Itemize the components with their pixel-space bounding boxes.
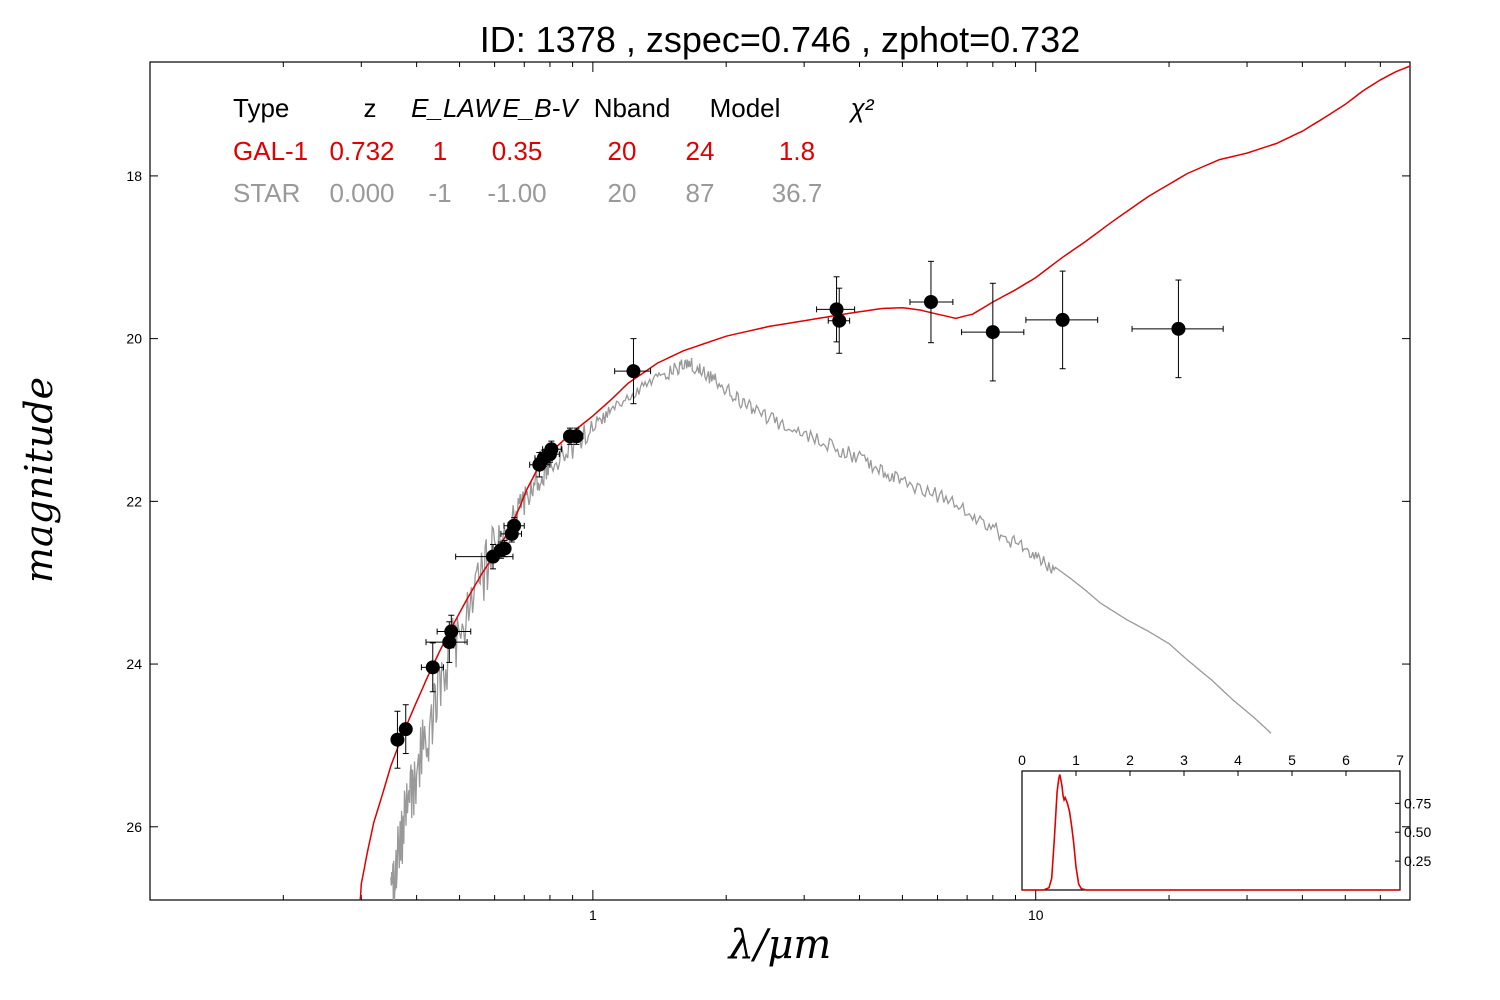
inset-x-tick-label: 3 [1180,752,1188,768]
chart-title: ID: 1378 , zspec=0.746 , zphot=0.732 [480,19,1080,60]
photometry-point [614,338,652,405]
data-marker [444,624,459,639]
photometry-point [909,260,954,344]
data-marker [398,722,413,737]
inset-x-tick-label: 4 [1234,752,1242,768]
x-axis-label: λ/μm [727,922,832,968]
table-header: Model [710,93,781,123]
table-header: χ² [849,93,875,123]
table-cell: 1.8 [779,136,815,166]
table-cell: -1 [428,178,451,208]
photometry-point [827,287,851,354]
y-tick-label: 18 [126,168,142,184]
table-header: z [364,93,377,123]
table-cell: STAR [233,178,300,208]
inset-frame [1021,770,1401,891]
photometry-point [542,440,563,458]
inset-y-tick-label: 0.25 [1404,853,1431,869]
table-header: E_LAW [411,93,501,123]
data-marker [569,429,584,444]
inset-y-tick-label: 0.50 [1404,824,1431,840]
galaxy-model-line [359,65,1411,901]
x-tick-label: 1 [589,907,597,923]
galaxy-model-layer [359,65,1411,901]
table-cell: 36.7 [772,178,823,208]
inset-x-tick-label: 1 [1072,752,1080,768]
table-cell: 20 [608,136,637,166]
photometry-point [398,704,413,755]
data-marker [544,442,559,457]
data-marker [497,541,512,556]
y-tick-label: 20 [126,331,142,347]
table-cell: 1 [433,136,447,166]
table-cell: -1.00 [487,178,546,208]
inset-pdf-layer [1022,774,1400,891]
table-cell: 0.000 [329,178,394,208]
photometry-point [497,539,512,558]
data-marker [425,660,440,675]
inset-pdf-line [1022,774,1400,891]
table-header: E_B-V [502,93,580,123]
table-cell: 87 [686,178,715,208]
photometry-point [425,621,468,663]
photometry-point [569,427,584,445]
data-marker [390,732,405,747]
inset-x-tick-label: 7 [1396,752,1404,768]
photometry-layer [390,260,1224,769]
y-axis-label: magnitude [17,377,61,583]
data-marker [442,635,457,650]
inset-x-tick-label: 6 [1342,752,1350,768]
photometry-point [420,642,445,693]
table-cell: GAL-1 [233,136,308,166]
table-header: Type [233,93,289,123]
plot-frame [149,61,1411,901]
redshift-pdf-inset: 0 1 2 3 4 5 6 7 0.25 0.50 0.75 [1018,752,1431,891]
photometry-point [1131,279,1224,379]
inset-axis-ticks: 0 1 2 3 4 5 6 7 0.25 0.50 0.75 [1018,752,1431,869]
inset-y-tick-label: 0.75 [1404,795,1431,811]
photometry-point [1025,270,1099,370]
data-marker [923,295,938,310]
photometry-point [390,710,405,769]
table-cell: 0.35 [492,136,543,166]
inset-x-tick-label: 5 [1288,752,1296,768]
data-marker [507,518,522,533]
data-marker [626,364,641,379]
data-marker [985,325,1000,340]
table-header: Nband [594,93,671,123]
photometry-point [961,282,1025,382]
table-cell: 20 [608,178,637,208]
photometry-point [436,614,472,649]
x-tick-label: 10 [1028,907,1044,923]
table-cell: 24 [686,136,715,166]
data-marker [1171,321,1186,336]
inset-x-tick-label: 0 [1018,752,1026,768]
data-marker [1055,312,1070,327]
photometry-point [503,517,525,535]
inset-x-tick-label: 2 [1126,752,1134,768]
data-marker [829,302,844,317]
photometry-point [816,276,856,343]
y-tick-label: 24 [126,656,142,672]
table-cell: 0.732 [329,136,394,166]
fit-info-table: Type z E_LAW E_B-V Nband Model χ² GAL-1 0.732 1 0.… [233,93,875,208]
data-marker [832,313,847,328]
y-tick-label: 26 [126,819,142,835]
y-tick-label: 22 [126,493,142,509]
